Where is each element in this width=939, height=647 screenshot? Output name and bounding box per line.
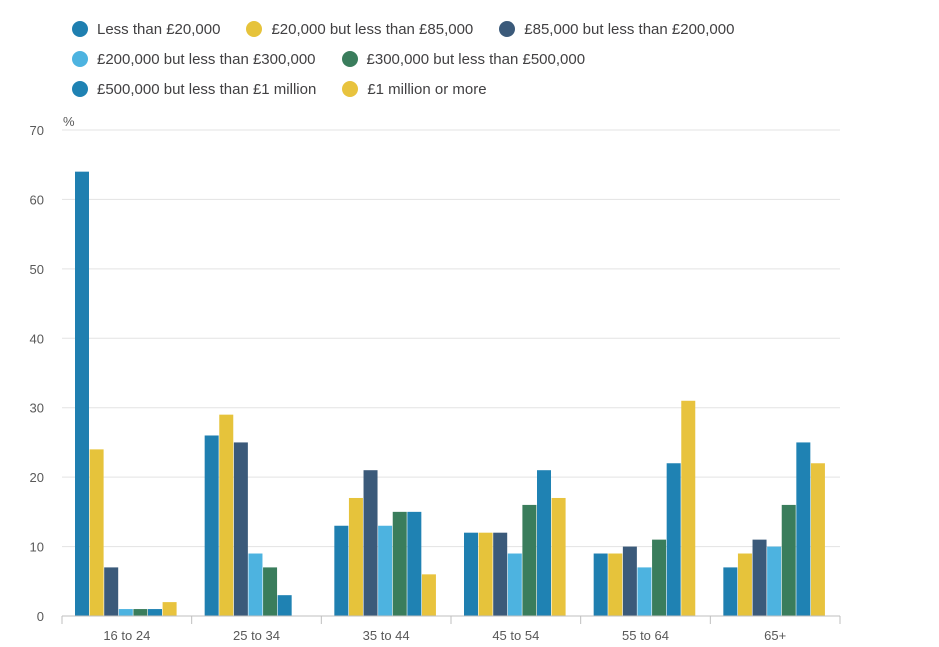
y-tick-label: 20 [30, 470, 44, 485]
y-tick-label: 40 [30, 331, 44, 346]
bar [767, 546, 782, 616]
x-tick-label: 25 to 34 [233, 628, 280, 643]
legend-label: £1 million or more [367, 80, 487, 98]
y-tick-label: 0 [37, 609, 44, 624]
legend-item-500000-to-1-million[interactable]: £500,000 but less than £1 million [72, 81, 316, 98]
y-tick-label: 60 [30, 192, 44, 207]
y-tick-label: 30 [30, 401, 44, 416]
legend-marker [72, 51, 88, 67]
bar [277, 595, 292, 616]
legend-label: Less than £20,000 [97, 20, 221, 38]
x-tick-label: 45 to 54 [492, 628, 539, 643]
legend-item-300000-to-500000[interactable]: £300,000 but less than £500,000 [341, 50, 586, 68]
legend-label: £200,000 but less than £300,000 [97, 50, 316, 68]
legend-marker [341, 51, 358, 67]
bar [233, 442, 248, 616]
x-tick-label: 16 to 24 [103, 628, 150, 643]
bar [666, 463, 681, 616]
legend-marker [246, 21, 263, 37]
bar [421, 574, 436, 616]
y-axis-unit-label: % [63, 114, 75, 129]
bar [104, 567, 119, 616]
bar [493, 532, 508, 616]
bar [752, 539, 767, 616]
bar [796, 442, 811, 616]
x-tick-label: 55 to 64 [622, 628, 669, 643]
bar [593, 553, 608, 616]
bar [522, 504, 537, 616]
legend-row-3: £500,000 but less than £1 million £1 mil… [72, 74, 892, 104]
bar [363, 470, 378, 616]
bar [118, 609, 133, 616]
bar [737, 553, 752, 616]
y-tick-label: 70 [30, 123, 44, 138]
x-tick-label: 65+ [764, 628, 786, 643]
bar [392, 511, 407, 616]
legend-label: £20,000 but less than £85,000 [271, 20, 474, 38]
chart-legend: Less than £20,000 £20,000 but less than … [72, 14, 892, 104]
legend-item-85000-to-200000[interactable]: £85,000 but less than £200,000 [499, 21, 734, 38]
bar [407, 511, 422, 616]
gridlines [62, 129, 840, 548]
bar [334, 525, 349, 616]
legend-marker [342, 81, 359, 97]
bar [89, 449, 104, 616]
axes: 0 10 20 30 40 50 60 70 16 to 24 25 to 34 35 to 44 4… [30, 123, 841, 643]
bar [681, 400, 696, 616]
legend-label: £300,000 but less than £500,000 [366, 50, 586, 68]
bar [478, 532, 493, 616]
y-tick-label: 50 [30, 262, 44, 277]
bar [248, 553, 263, 616]
bar [507, 553, 522, 616]
bar [263, 567, 278, 616]
bar [652, 539, 667, 616]
legend-label: £85,000 but less than £200,000 [524, 20, 735, 38]
bar [464, 532, 478, 616]
bars [75, 171, 825, 616]
bar [622, 546, 637, 616]
legend-item-less-than-20000[interactable]: Less than £20,000 [72, 21, 220, 38]
legend-row-2: £200,000 but less than £300,000 £300,000… [72, 44, 892, 74]
bar [723, 567, 738, 616]
legend-row-1: Less than £20,000 £20,000 but less than … [72, 14, 892, 44]
bar [781, 504, 796, 616]
bar [608, 553, 623, 616]
legend-marker [72, 81, 88, 97]
y-tick-label: 10 [30, 540, 44, 555]
legend-item-200000-to-300000[interactable]: £200,000 but less than £300,000 [72, 51, 316, 68]
legend-marker [72, 21, 88, 37]
bar [537, 470, 551, 616]
bar [810, 463, 825, 616]
bar [162, 602, 177, 616]
bar [204, 435, 219, 616]
legend-label: £500,000 but less than £1 million [97, 80, 317, 98]
bar [378, 525, 393, 616]
legend-item-20000-to-85000[interactable]: £20,000 but less than £85,000 [246, 21, 473, 38]
bar [551, 497, 566, 616]
bar [133, 609, 148, 616]
bar [75, 171, 89, 616]
bar [148, 609, 162, 616]
x-tick-label: 35 to 44 [363, 628, 410, 643]
legend-item-1-million-or-more[interactable]: £1 million or more [342, 80, 487, 98]
legend-marker [499, 21, 516, 37]
bar [637, 567, 652, 616]
bar [348, 497, 363, 616]
bar [219, 414, 234, 616]
